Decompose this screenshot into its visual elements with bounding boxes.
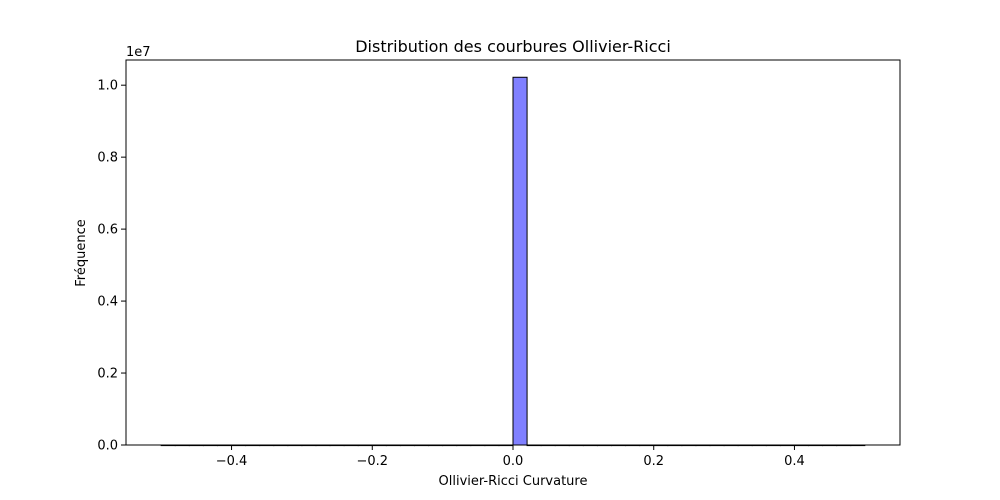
y-axis: 0.0 0.2 0.4 0.6 0.8 1.0 (97, 79, 126, 454)
x-tick-label: −0.4 (216, 454, 248, 469)
y-tick-label: 0.8 (97, 151, 118, 166)
y-tick-label: 0.4 (97, 295, 118, 310)
y-tick-label: 0.0 (97, 439, 118, 454)
y-tick-label: 1.0 (97, 79, 118, 94)
x-tick-label: 0.2 (643, 454, 664, 469)
x-tick-label: −0.2 (356, 454, 388, 469)
plot-area (125, 59, 901, 447)
x-tick-label: 0.4 (784, 454, 805, 469)
x-axis: −0.4 −0.2 0.0 0.2 0.4 (216, 445, 805, 469)
y-multiplier-label: 1e7 (126, 45, 151, 60)
x-axis-label: Ollivier-Ricci Curvature (439, 474, 588, 489)
x-tick-label: 0.0 (503, 454, 524, 469)
chart-title: Distribution des courbures Ollivier-Ricc… (355, 37, 671, 56)
y-axis-label: Fréquence (74, 219, 89, 286)
y-tick-label: 0.2 (97, 367, 118, 382)
y-tick-label: 0.6 (97, 223, 118, 238)
histogram-bar (512, 76, 528, 446)
